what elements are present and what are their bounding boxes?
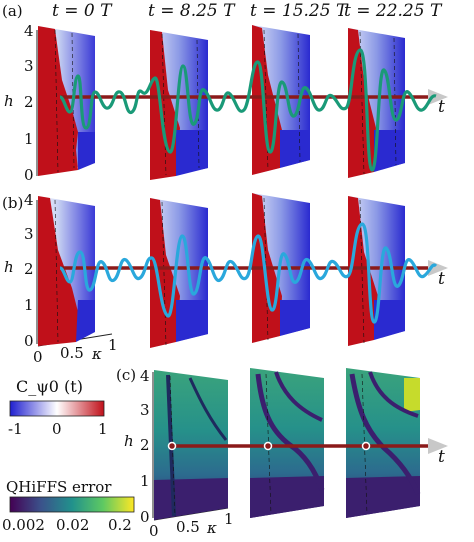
kappa-tick-2: 1 bbox=[224, 510, 234, 528]
kappa-axis-label-c: κ bbox=[206, 519, 217, 537]
colorbar-c-tick-2: 1 bbox=[98, 420, 108, 438]
signal-trace-b bbox=[59, 222, 438, 324]
kappa-tick-0: 0 bbox=[33, 348, 43, 366]
heatmap-b-0 bbox=[38, 196, 95, 346]
h-tick-3: 3 bbox=[24, 225, 34, 243]
marker-point-0 bbox=[167, 441, 177, 451]
h-tick-3: 3 bbox=[140, 401, 150, 419]
colorbar-c-label: C_ψ0 (t) bbox=[16, 377, 83, 396]
time-label-2: t = 15.25 T bbox=[250, 1, 349, 21]
h-tick-2: 2 bbox=[24, 93, 34, 111]
colorbar-c-tick-1: 0 bbox=[52, 420, 62, 438]
h-axis-a: 0 1 2 3 4 h bbox=[4, 22, 38, 184]
h-tick-2: 2 bbox=[24, 260, 34, 278]
t-axis-label-a: t bbox=[438, 97, 445, 117]
h-axis-label-a: h bbox=[4, 92, 14, 110]
h-axis-b: 0 1 2 3 4 h bbox=[4, 191, 38, 350]
kappa-tick-2: 1 bbox=[108, 336, 118, 354]
colorbar-err-label: QHiFFS error bbox=[6, 478, 112, 496]
h-tick-0: 0 bbox=[24, 166, 34, 184]
colorbar-c-tick-0: -1 bbox=[8, 420, 23, 438]
time-label-0: t = 0 T bbox=[52, 1, 113, 21]
kappa-axis-label-b: κ bbox=[91, 345, 102, 363]
kappa-tick-0: 0 bbox=[149, 522, 159, 540]
h-axis-label-b: h bbox=[4, 258, 14, 276]
h-tick-1: 1 bbox=[24, 130, 34, 148]
h-tick-0: 0 bbox=[24, 332, 34, 350]
h-tick-2: 2 bbox=[140, 436, 150, 454]
t-axis-label-b: t bbox=[438, 269, 445, 289]
marker-point-2 bbox=[361, 441, 371, 451]
error-heatmap-1 bbox=[250, 368, 325, 518]
panel-label-b: (b) bbox=[2, 194, 23, 212]
colorbar-err bbox=[9, 496, 135, 513]
t-axis-label-c: t bbox=[438, 447, 445, 467]
h-axis-c: 0 1 2 3 4 h bbox=[124, 367, 154, 526]
marker-point-1 bbox=[263, 441, 273, 451]
colorbar-err-tick-0: 0.002 bbox=[2, 516, 45, 534]
kappa-tick-1: 0.5 bbox=[176, 518, 200, 536]
h-tick-4: 4 bbox=[140, 367, 150, 385]
kappa-tick-1: 0.5 bbox=[60, 344, 84, 362]
h-tick-1: 1 bbox=[24, 296, 34, 314]
h-tick-3: 3 bbox=[24, 57, 34, 75]
h-axis-label-c: h bbox=[124, 432, 134, 450]
time-label-3: t = 22.25 T bbox=[344, 1, 443, 21]
time-label-1: t = 8.25 T bbox=[148, 1, 236, 21]
h-tick-0: 0 bbox=[140, 508, 150, 526]
heatmap-a-0 bbox=[38, 26, 95, 176]
h-tick-1: 1 bbox=[140, 472, 150, 490]
colorbar-err-tick-2: 0.2 bbox=[108, 516, 132, 534]
signal-trace-a bbox=[59, 48, 437, 172]
colorbar-c bbox=[9, 400, 105, 417]
heatmap-b-3 bbox=[348, 196, 405, 346]
error-heatmap-2 bbox=[346, 368, 421, 518]
panel-label-c: (c) bbox=[116, 366, 136, 384]
h-tick-4: 4 bbox=[24, 191, 34, 209]
panel-label-a: (a) bbox=[2, 2, 23, 20]
h-tick-4: 4 bbox=[24, 22, 34, 40]
colorbar-err-tick-1: 0.02 bbox=[56, 516, 89, 534]
